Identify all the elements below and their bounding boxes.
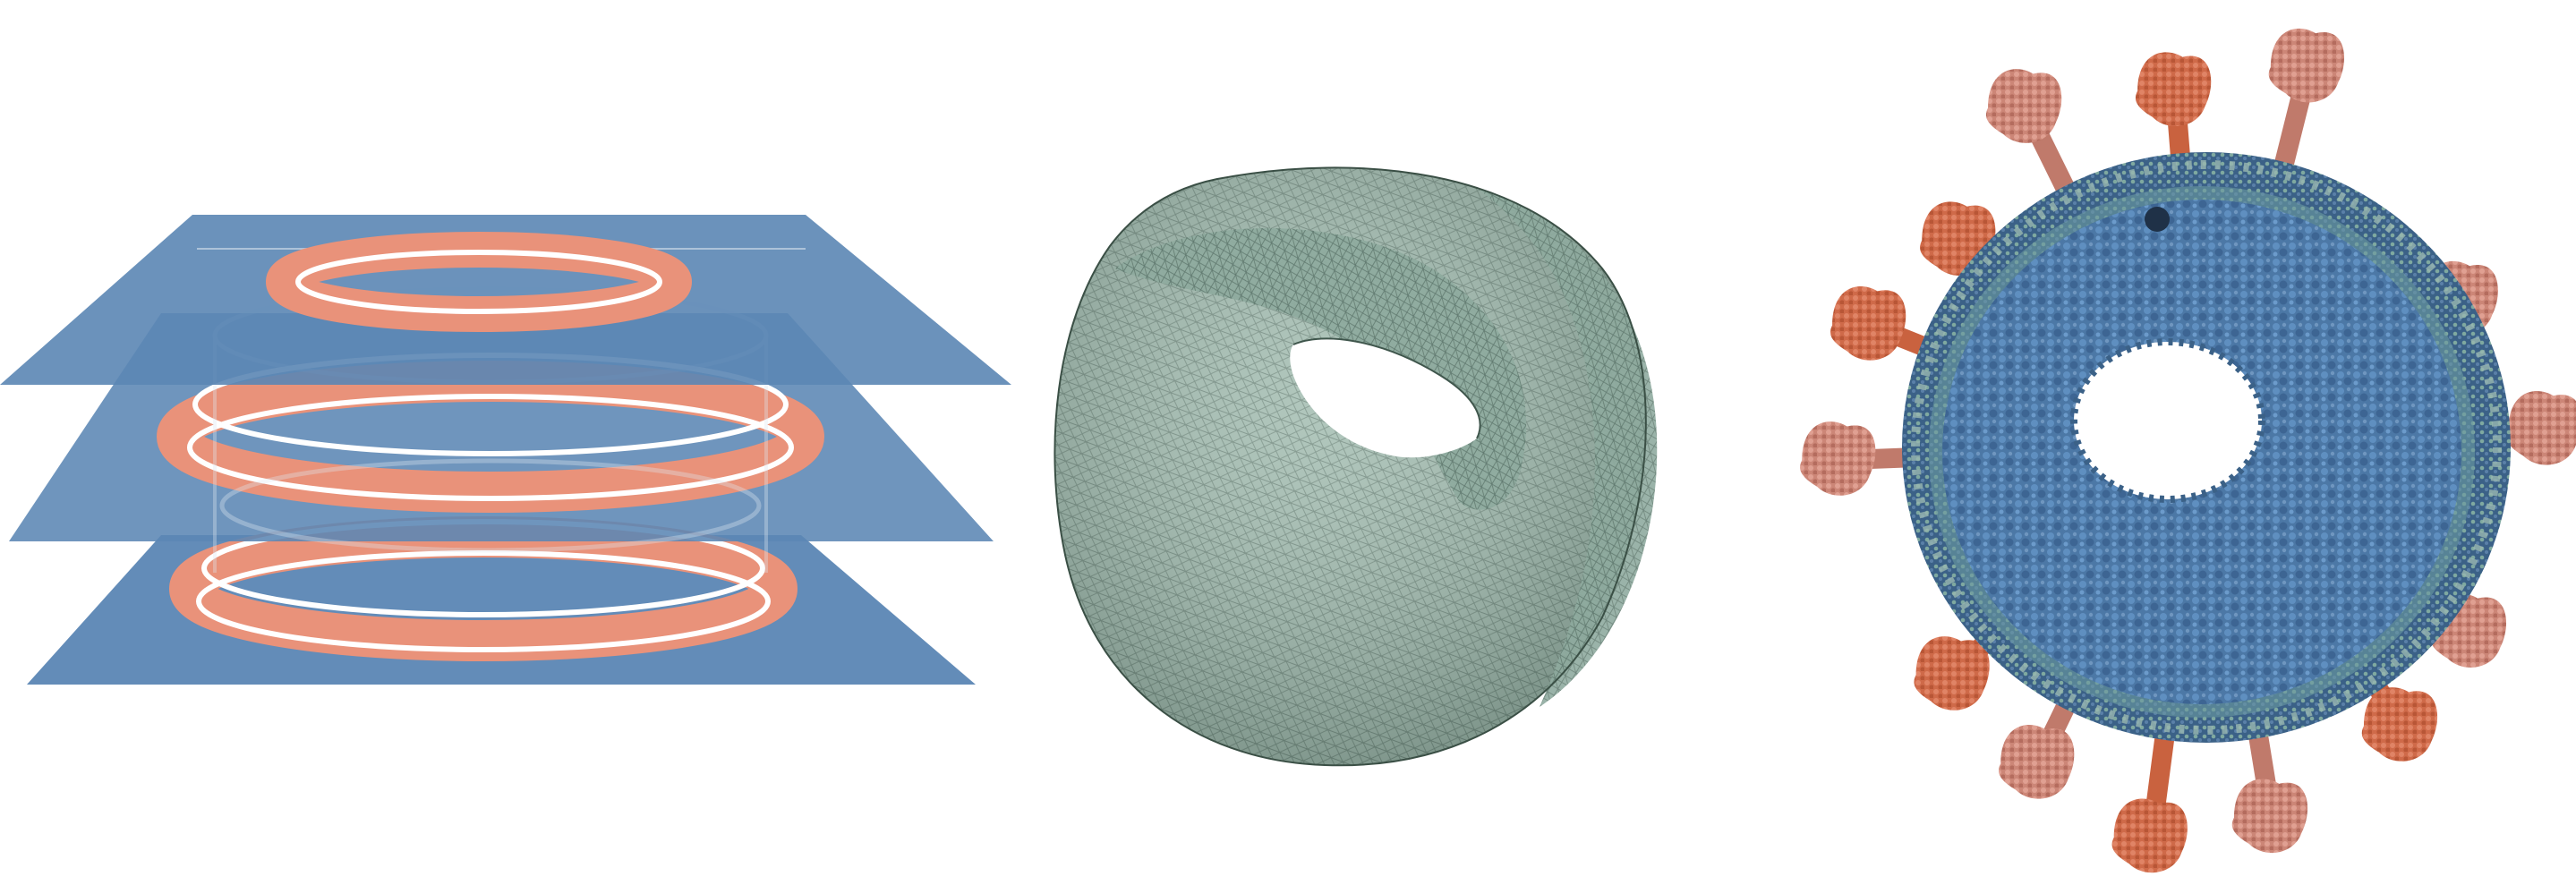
slice-ring-top xyxy=(266,232,692,332)
panel-mesh xyxy=(1053,166,1658,767)
mesh-rim xyxy=(1477,188,1658,707)
vesicle-pore xyxy=(2074,342,2262,499)
dark-patch xyxy=(2145,207,2170,232)
panel-molecular xyxy=(1800,28,2576,873)
mesh-inner-fold xyxy=(1114,228,1527,510)
mesh-opening xyxy=(1290,338,1480,458)
panel-slices xyxy=(0,215,1011,685)
